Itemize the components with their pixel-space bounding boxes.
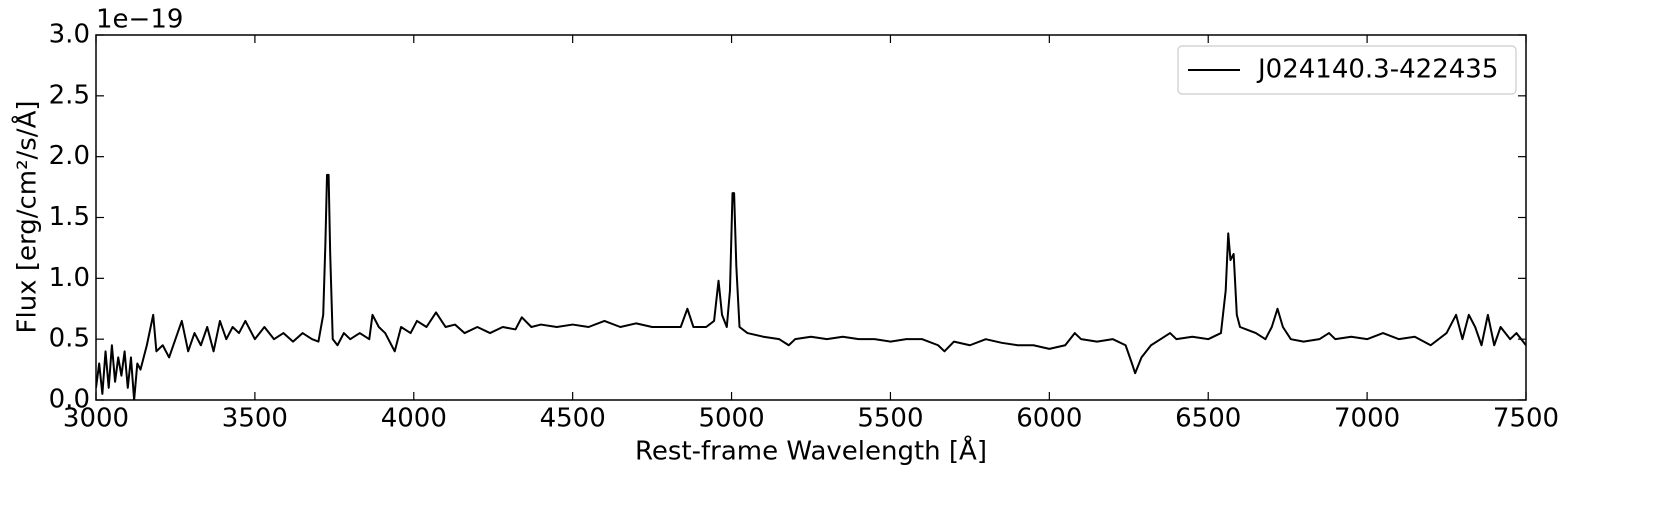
y-tick-label: 3.0 xyxy=(49,20,90,50)
x-tick-label: 6000 xyxy=(1016,404,1082,434)
x-tick-label: 5000 xyxy=(698,404,764,434)
x-tick-label: 7000 xyxy=(1334,404,1400,434)
y-tick-label: 1.5 xyxy=(49,202,90,232)
x-tick-label: 7500 xyxy=(1493,404,1559,434)
y-tick-label: 0.0 xyxy=(49,385,90,415)
x-tick-label: 6500 xyxy=(1175,404,1241,434)
x-axis-label: Rest-frame Wavelength [Å] xyxy=(635,435,987,467)
y-offset-label: 1e−19 xyxy=(96,5,183,35)
y-tick-label: 2.0 xyxy=(49,141,90,171)
y-tick-label: 1.0 xyxy=(49,263,90,293)
plot-frame xyxy=(95,34,1527,401)
y-axis-label: Flux [erg/cm²/s/Å] xyxy=(11,101,43,334)
y-tick-label: 2.5 xyxy=(49,80,90,110)
x-tick-label: 3000 xyxy=(63,404,129,434)
x-tick-label: 4000 xyxy=(381,404,447,434)
y-tick-label: 0.5 xyxy=(49,324,90,354)
x-tick-label: 5500 xyxy=(857,404,923,434)
spectrum-line xyxy=(96,173,1526,400)
x-tick-label: 3500 xyxy=(222,404,288,434)
legend-label: J024140.3-422435 xyxy=(1256,55,1498,85)
x-tick-label: 4500 xyxy=(540,404,606,434)
legend-box xyxy=(1177,45,1517,95)
